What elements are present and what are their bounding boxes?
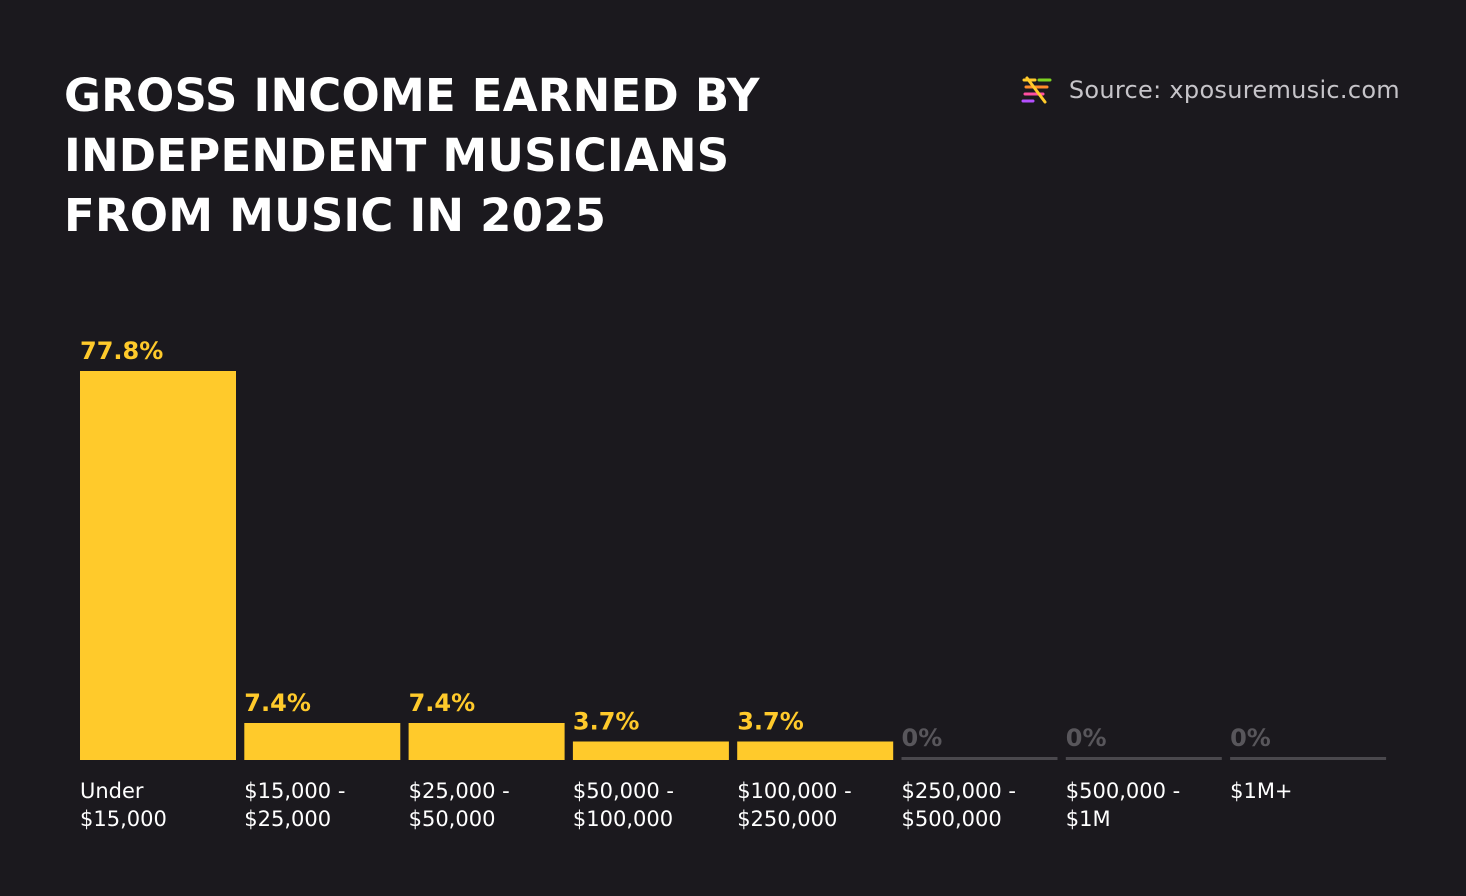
category-label-2-line-1: $50,000	[409, 807, 496, 831]
category-label-5: $250,000 - $500,000	[902, 779, 1016, 831]
chart-title-line-2: INDEPENDENT MUSICIANS	[64, 129, 730, 182]
category-label-5-line-0: $250,000 -	[902, 779, 1016, 803]
chart-title-line-1: GROSS INCOME EARNED BY	[64, 69, 760, 122]
bar-4	[737, 741, 894, 760]
bar-6	[1065, 757, 1222, 760]
category-label-1-line-0: $15,000 -	[244, 779, 345, 803]
category-label-5-line-1: $500,000	[902, 807, 1002, 831]
category-label-3: $50,000 - $100,000	[573, 779, 674, 831]
value-label-3: 3.7%	[573, 708, 640, 736]
category-label-4-line-1: $250,000	[737, 807, 837, 831]
value-label-6: 0%	[1066, 724, 1107, 752]
bar-2	[408, 723, 565, 760]
category-label-0: Under $15,000	[80, 779, 167, 831]
source-attribution: Source: xposuremusic.com	[1021, 76, 1400, 104]
value-label-0: 77.8%	[80, 337, 163, 365]
value-label-1: 7.4%	[244, 689, 311, 717]
category-label-4-line-0: $100,000 -	[737, 779, 851, 803]
category-label-1: $15,000 - $25,000	[244, 779, 345, 831]
bar-0	[80, 371, 236, 760]
category-label-0-line-0: Under	[80, 779, 144, 803]
category-label-6-line-0: $500,000 -	[1066, 779, 1180, 803]
category-label-4: $100,000 - $250,000	[737, 779, 851, 831]
xposure-logo-icon	[1021, 76, 1053, 104]
value-label-5: 0%	[902, 724, 943, 752]
category-label-1-line-1: $25,000	[244, 807, 331, 831]
chart-title: GROSS INCOME EARNED BY INDEPENDENT MUSIC…	[64, 66, 864, 246]
category-label-6: $500,000 - $1M	[1066, 779, 1180, 831]
bar-3	[572, 741, 729, 760]
category-label-0-line-1: $15,000	[80, 807, 167, 831]
category-label-2: $25,000 - $50,000	[409, 779, 510, 831]
bar-1	[244, 723, 401, 760]
category-label-6-line-1: $1M	[1066, 807, 1111, 831]
category-label-7-line-0: $1M+	[1230, 779, 1292, 803]
value-label-7: 0%	[1230, 724, 1271, 752]
bar-7	[1230, 757, 1387, 760]
category-label-2-line-0: $25,000 -	[409, 779, 510, 803]
category-label-3-line-0: $50,000 -	[573, 779, 674, 803]
bar-5	[901, 757, 1058, 760]
category-label-7: $1M+	[1230, 779, 1292, 803]
value-label-4: 3.7%	[737, 708, 804, 736]
category-label-3-line-1: $100,000	[573, 807, 673, 831]
source-text: Source: xposuremusic.com	[1068, 76, 1400, 104]
value-label-2: 7.4%	[409, 689, 476, 717]
chart-title-line-3: FROM MUSIC IN 2025	[64, 189, 607, 242]
